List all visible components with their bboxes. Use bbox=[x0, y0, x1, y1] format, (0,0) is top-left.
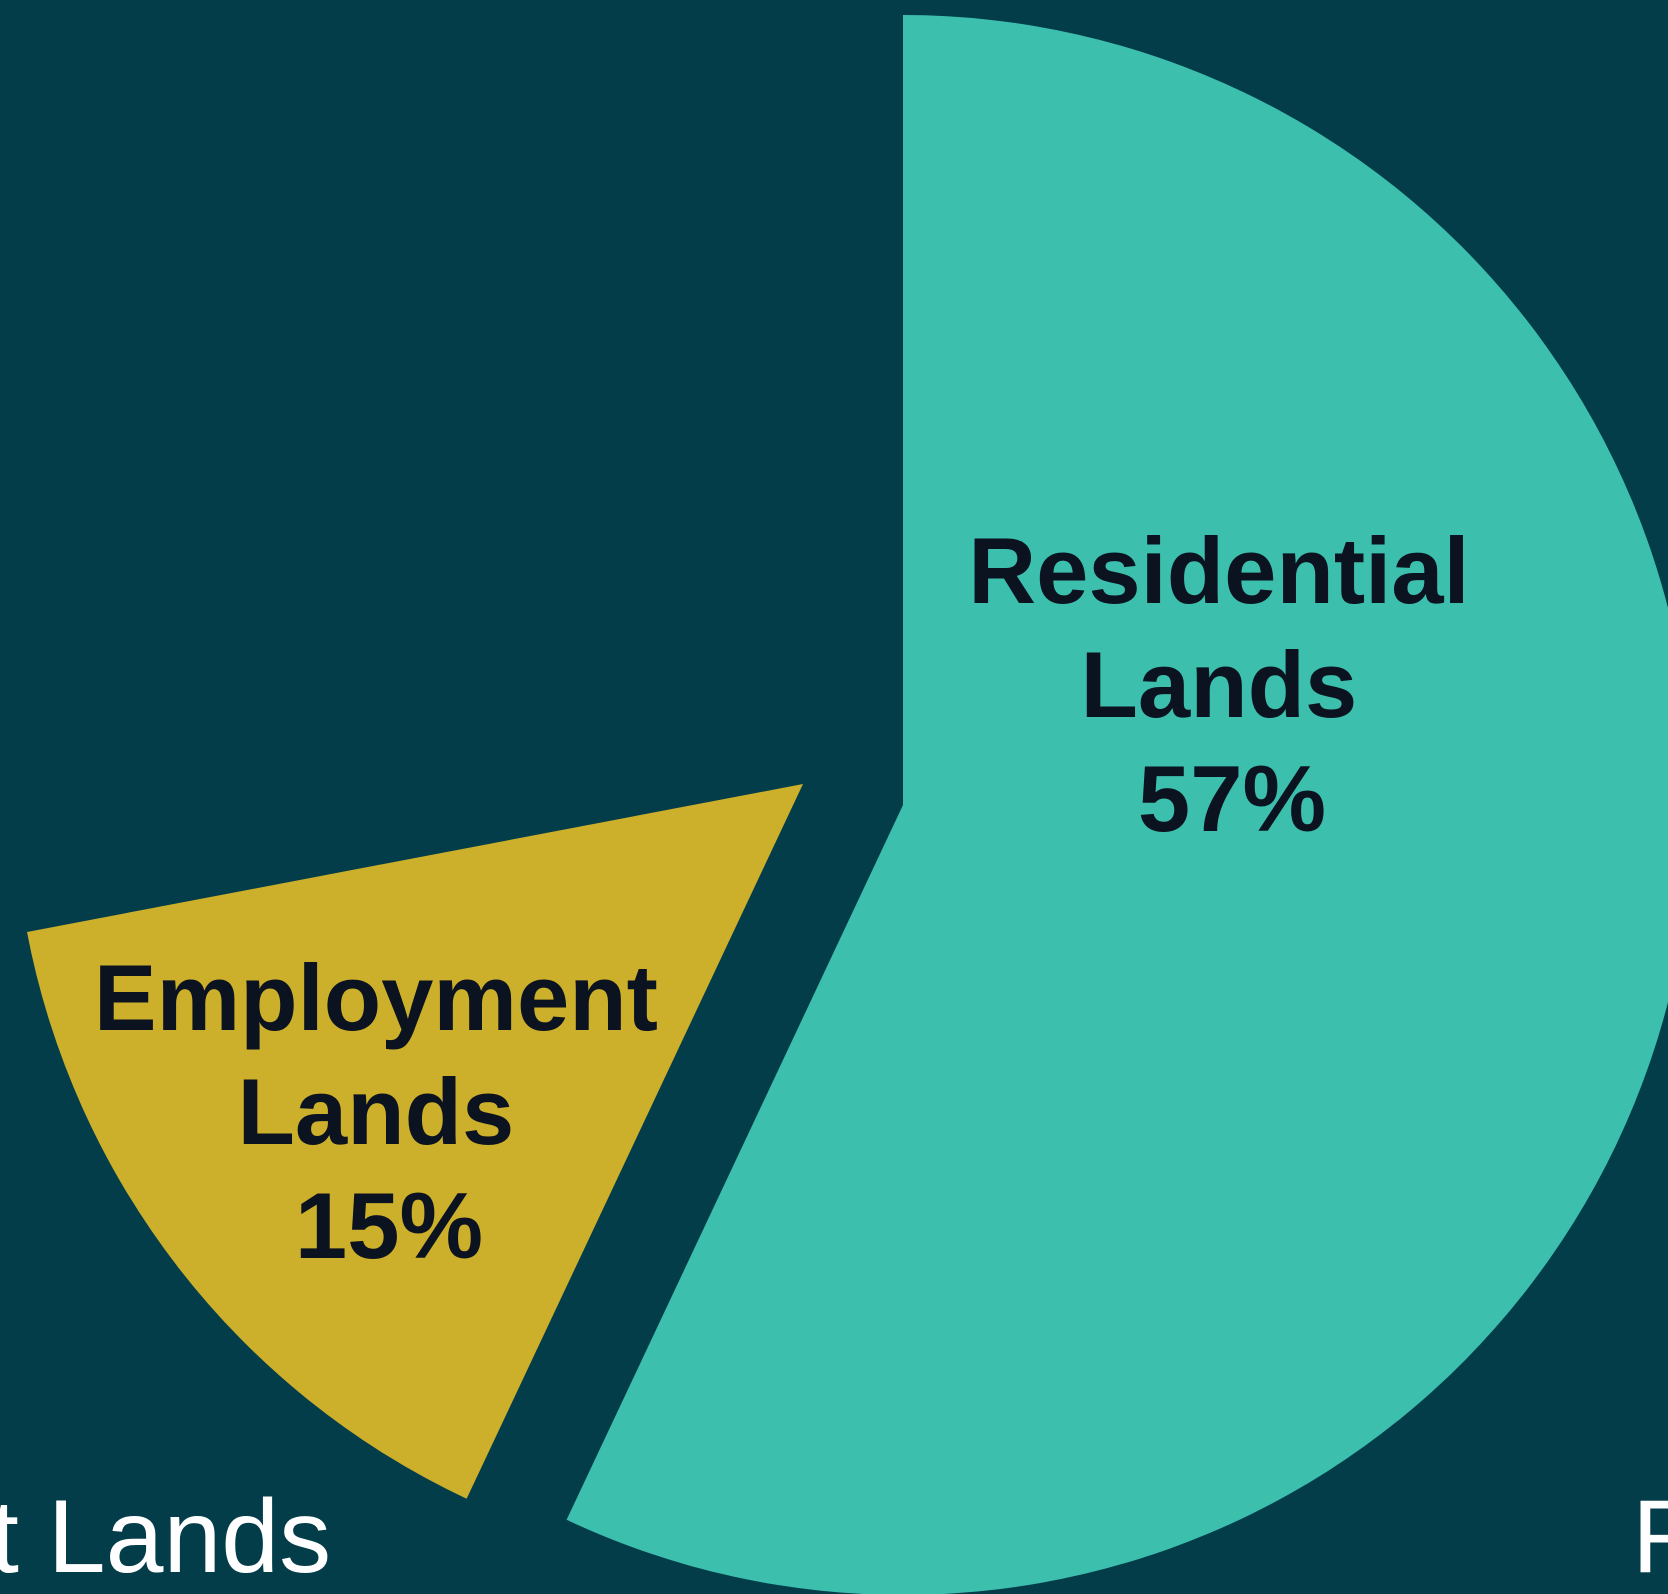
slice-label-employment: Employment Lands 15% bbox=[94, 945, 684, 1278]
slice-label-employment-line-1: Employment bbox=[94, 945, 658, 1050]
pie-slice-residential-lands bbox=[566, 15, 1668, 1594]
slice-label-residential-line-1: Residential bbox=[968, 518, 1470, 623]
edge-label-left: t Lands bbox=[0, 1479, 331, 1594]
slice-label-employment-line-2: Lands bbox=[238, 1059, 515, 1164]
slice-label-residential: Residential Lands 57% bbox=[968, 518, 1496, 851]
slice-label-residential-line-2: Lands bbox=[1081, 632, 1358, 737]
slice-label-residential-percent: 57% bbox=[1138, 746, 1326, 851]
pie-slice-employment-lands bbox=[27, 784, 803, 1499]
edge-label-right: R bbox=[1632, 1479, 1668, 1594]
slice-label-employment-percent: 15% bbox=[295, 1173, 483, 1278]
